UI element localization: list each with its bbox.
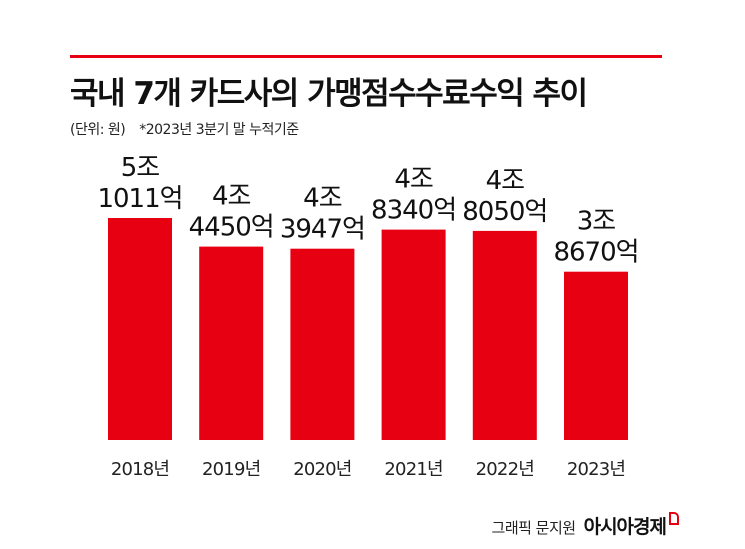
data-label-0-1: 1011억 (97, 184, 182, 214)
brand-mark-icon (669, 512, 679, 525)
chart-subtitle: (단위: 원) *2023년 3분기 말 누적기준 (70, 119, 299, 139)
data-label-5-0: 3조 (577, 207, 616, 237)
x-tick-label-0: 2018년 (111, 459, 169, 480)
x-tick-label-5: 2023년 (567, 459, 625, 480)
data-label-1-0: 4조 (212, 182, 251, 212)
bar-2 (290, 248, 355, 440)
data-label-1-1: 4450억 (189, 213, 274, 243)
basis-note: *2023년 3분기 말 누적기준 (139, 122, 299, 138)
data-label-4-1: 8050억 (462, 197, 547, 227)
unit-note: (단위: 원) (70, 122, 126, 138)
bar-5 (564, 271, 628, 440)
top-rule (70, 55, 662, 58)
x-tick-label-3: 2021년 (384, 459, 442, 480)
bar-4 (472, 230, 537, 440)
data-label-0-0: 5조 (121, 153, 160, 183)
x-tick-label-1: 2019년 (202, 459, 260, 480)
data-label-5-1: 8670억 (553, 238, 638, 268)
data-label-3-1: 8340억 (371, 196, 456, 226)
bar-1 (199, 246, 264, 440)
bar-0 (108, 218, 172, 440)
footer: 그래픽 문지원 아시아경제 (492, 512, 679, 539)
data-label-3-0: 4조 (394, 165, 433, 195)
x-tick-label-2: 2020년 (293, 459, 351, 480)
data-label-4-0: 4조 (486, 166, 525, 196)
data-label-2-0: 4조 (303, 184, 342, 214)
chart-title: 국내 7개 카드사의 가맹점수수료수익 추이 (70, 76, 588, 112)
brand-logo: 아시아경제 (583, 516, 667, 538)
bar-3 (381, 229, 446, 440)
data-label-2-1: 3947억 (280, 215, 365, 245)
graphic-credit: 그래픽 문지원 (491, 519, 577, 537)
x-tick-label-4: 2022년 (476, 459, 534, 480)
